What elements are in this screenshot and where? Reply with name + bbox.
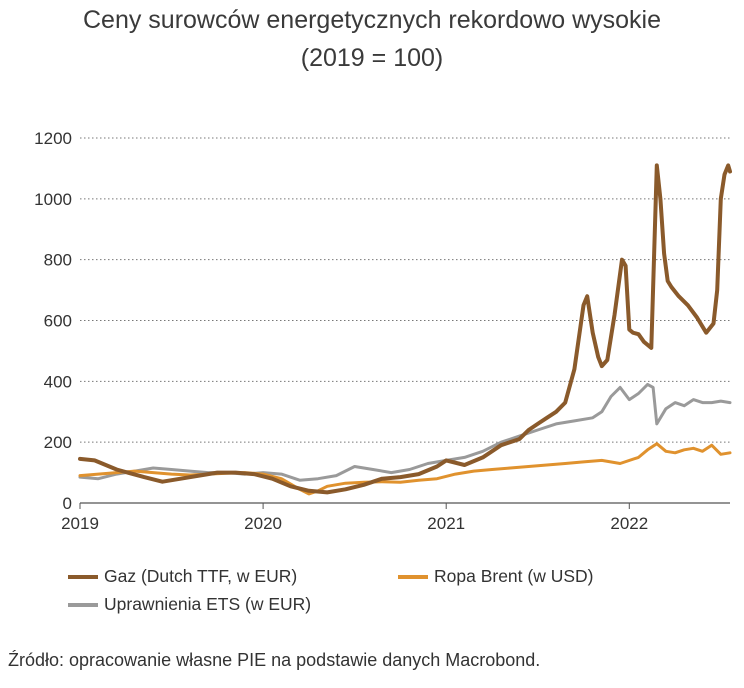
series-line-0 [78, 163, 732, 495]
legend-label-brent: Ropa Brent (w USD) [434, 566, 594, 586]
legend-item-gas: Gaz (Dutch TTF, w EUR) [68, 566, 297, 587]
y-tick-label: 800 [44, 251, 72, 270]
x-axis: 2019 2020 2021 2022 [61, 503, 648, 533]
chart-title: Ceny surowców energetycznych rekordowo w… [82, 6, 662, 34]
grid-lines [80, 137, 730, 504]
legend-item-brent: Ropa Brent (w USD) [398, 566, 594, 587]
x-tick-label: 2020 [244, 514, 282, 533]
y-tick-label: 200 [44, 433, 72, 452]
chart-subtitle: (2019 = 100) [300, 44, 444, 72]
y-tick-label: 400 [44, 372, 72, 391]
series-line-2 [78, 382, 732, 482]
legend-label-gas: Gaz (Dutch TTF, w EUR) [104, 566, 298, 586]
x-tick-label: 2021 [427, 514, 465, 533]
y-axis: 0 200 400 600 800 1000 1200 [34, 129, 72, 513]
legend-item-ets: Uprawnienia ETS (w EUR) [68, 594, 311, 615]
source-note: Źródło: opracowanie własne PIE na podsta… [8, 650, 541, 670]
y-tick-label: 600 [44, 312, 72, 331]
y-tick-label: 1200 [34, 129, 72, 148]
legend-swatch-brent [398, 574, 428, 579]
y-tick-label: 0 [63, 494, 72, 513]
line-chart: 0 200 400 600 800 1000 1200 2019 2020 2021 2022 [34, 129, 732, 533]
legend-swatch-ets [68, 602, 98, 607]
legend-label-ets: Uprawnienia ETS (w EUR) [104, 594, 312, 614]
x-tick-label: 2022 [610, 514, 648, 533]
x-tick-label: 2019 [61, 514, 99, 533]
y-tick-label: 1000 [34, 190, 72, 209]
legend-swatch-gas [68, 574, 98, 579]
series-lines [78, 163, 732, 496]
